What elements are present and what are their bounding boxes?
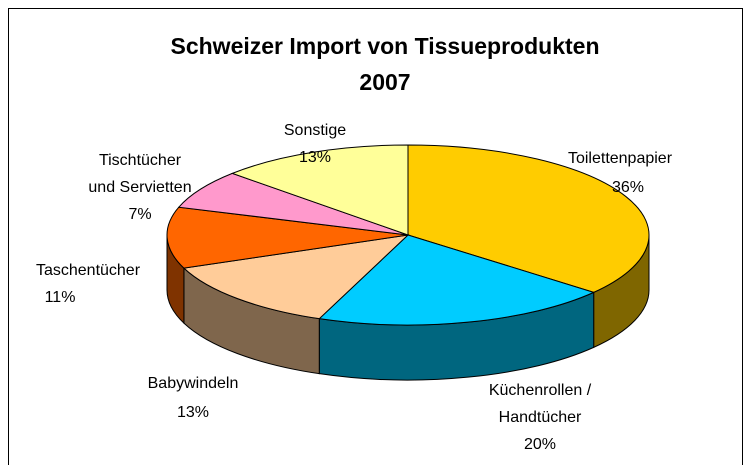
slice-percent: 20% xyxy=(523,436,557,453)
slice-label: Toilettenpapier xyxy=(567,150,673,167)
slice-label: Tischtücher und Servietten xyxy=(88,152,192,196)
slice-percent: 13% xyxy=(176,404,210,421)
slice-percent: 36% xyxy=(611,179,645,196)
slice-label: Sonstige xyxy=(283,122,347,139)
pie-slice xyxy=(182,234,410,320)
slice-percent: 13% xyxy=(298,149,332,166)
pie-slice xyxy=(407,144,650,293)
chart-frame xyxy=(8,8,743,465)
slice-label: Babywindeln xyxy=(147,375,239,392)
slice-percent: 11% xyxy=(44,289,76,306)
pie-slice xyxy=(177,172,409,236)
slice-label: Taschentücher xyxy=(35,262,141,279)
pie-slice xyxy=(166,206,409,269)
slice-percent: 7% xyxy=(128,206,152,223)
pie-slice xyxy=(318,234,596,326)
pie-slice xyxy=(230,144,409,236)
slice-label: Küchenrollen / Handtücher xyxy=(488,382,592,426)
chart-title: Schweizer Import von Tissueprodukten 200… xyxy=(170,33,600,95)
